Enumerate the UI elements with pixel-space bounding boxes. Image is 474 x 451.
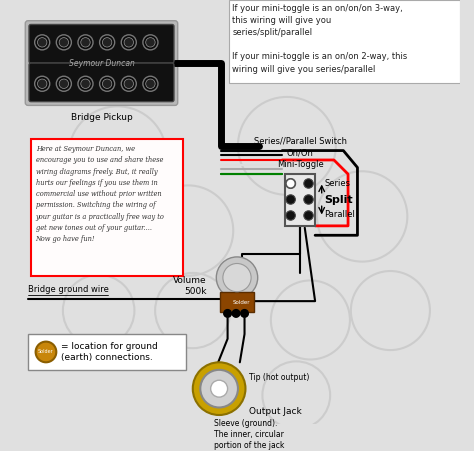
Text: Output Jack: Output Jack [249, 408, 302, 416]
Circle shape [304, 211, 313, 220]
Circle shape [100, 76, 115, 91]
Circle shape [81, 37, 90, 47]
Circle shape [286, 179, 295, 188]
Circle shape [59, 79, 69, 88]
Circle shape [286, 211, 295, 220]
Circle shape [37, 37, 47, 47]
Circle shape [241, 309, 248, 317]
Circle shape [210, 380, 228, 397]
Text: Parallel: Parallel [325, 210, 356, 219]
Text: If your mini-toggle is an on/on/on 3-way,
this wiring will give you
series/split: If your mini-toggle is an on/on/on 3-way… [232, 4, 408, 74]
Bar [220, 292, 254, 313]
Circle shape [102, 37, 112, 47]
Circle shape [100, 35, 115, 50]
Circle shape [124, 79, 134, 88]
Text: Series//Parallel Switch
On/On
Mini-Toggle: Series//Parallel Switch On/On Mini-Toggl… [254, 137, 346, 170]
Circle shape [304, 195, 313, 204]
Bar [31, 139, 183, 276]
Circle shape [37, 79, 47, 88]
Circle shape [232, 309, 240, 317]
Circle shape [102, 79, 112, 88]
Text: Solder: Solder [38, 350, 54, 354]
Circle shape [81, 79, 90, 88]
Circle shape [146, 79, 155, 88]
Circle shape [224, 309, 231, 317]
Circle shape [35, 76, 50, 91]
Text: Bridge Pickup: Bridge Pickup [71, 113, 132, 122]
Circle shape [78, 35, 93, 50]
Circle shape [143, 35, 158, 50]
Text: Split: Split [325, 194, 353, 204]
Circle shape [35, 35, 50, 50]
Circle shape [286, 179, 295, 188]
Circle shape [241, 309, 248, 317]
Circle shape [232, 309, 240, 317]
Text: Volume
500k: Volume 500k [173, 276, 207, 296]
Circle shape [124, 37, 134, 47]
Circle shape [56, 76, 72, 91]
Circle shape [121, 76, 137, 91]
Circle shape [59, 37, 69, 47]
Circle shape [146, 37, 155, 47]
Bar [285, 174, 315, 226]
Circle shape [78, 76, 93, 91]
FancyBboxPatch shape [29, 63, 174, 101]
Circle shape [193, 362, 246, 415]
Circle shape [286, 195, 295, 204]
Circle shape [201, 370, 238, 408]
Circle shape [216, 257, 258, 298]
Text: Seymour Duncan: Seymour Duncan [69, 60, 135, 69]
Text: Series: Series [325, 179, 350, 188]
Text: Sleeve (ground).
The inner, circular
portion of the jack: Sleeve (ground). The inner, circular por… [214, 419, 285, 450]
Circle shape [224, 309, 231, 317]
Circle shape [121, 35, 137, 50]
Text: Bridge ground wire: Bridge ground wire [28, 285, 109, 294]
Circle shape [56, 35, 72, 50]
Text: = location for ground
(earth) connections.: = location for ground (earth) connection… [61, 341, 158, 362]
Text: Solder: Solder [233, 299, 250, 304]
Text: Tip (hot output): Tip (hot output) [249, 373, 310, 382]
Circle shape [223, 263, 251, 292]
Bar [228, 0, 460, 83]
Circle shape [304, 179, 313, 188]
Circle shape [143, 76, 158, 91]
FancyBboxPatch shape [25, 21, 178, 106]
Circle shape [36, 341, 56, 362]
Text: Here at Seymour Duncan, we
encourage you to use and share these
wiring diagrams : Here at Seymour Duncan, we encourage you… [36, 145, 164, 244]
FancyBboxPatch shape [29, 24, 174, 63]
Bar [28, 334, 186, 370]
